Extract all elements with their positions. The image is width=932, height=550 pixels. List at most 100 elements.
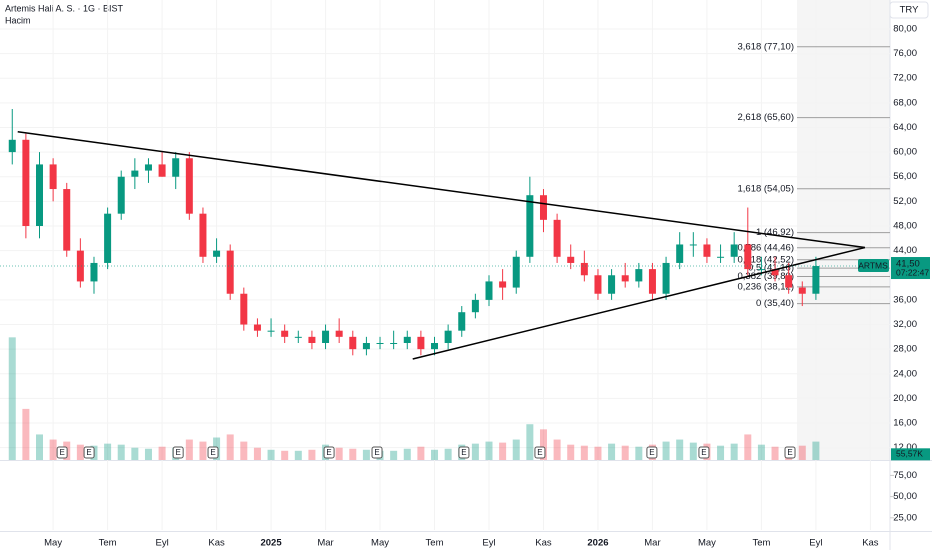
x-tick-label: Kas	[862, 538, 879, 549]
y-tick-label: 32,00	[893, 319, 917, 330]
volume-bar	[144, 448, 152, 460]
candle-body	[36, 164, 44, 226]
volume-bar	[444, 448, 452, 460]
candle-body	[213, 250, 221, 257]
candle-body	[526, 195, 534, 257]
volume-bar	[553, 439, 561, 460]
candle-body	[703, 244, 711, 257]
x-tick-label: Tem	[426, 538, 444, 549]
candle-body	[240, 293, 248, 325]
volume-title: Hacim	[5, 15, 31, 25]
volume-bar	[335, 447, 343, 460]
fib-label: 0,5 (41,16)	[748, 263, 794, 274]
event-label: E	[326, 448, 331, 457]
candle-body	[417, 336, 425, 350]
candle-body	[131, 170, 139, 177]
volume-bar	[294, 450, 302, 460]
fib-label: 0,236 (38,12)	[737, 281, 794, 292]
candle-body	[390, 342, 398, 344]
volume-bar	[22, 408, 30, 460]
chart-title: Artemis Hali A. S. · 1G · BIST	[5, 3, 124, 13]
y-tick-label: 28,00	[893, 344, 917, 355]
y-tick-label: 52,00	[893, 196, 917, 207]
x-tick-label: May	[371, 538, 389, 549]
volume-bar	[308, 449, 316, 460]
candle-body	[63, 189, 71, 251]
future-area	[797, 0, 890, 460]
volume-bar	[403, 448, 411, 460]
candle-body	[580, 262, 588, 276]
volume-bar	[185, 439, 193, 460]
currency-box[interactable]	[889, 1, 929, 19]
candle-body	[512, 256, 520, 288]
candle-body	[117, 176, 125, 214]
candle-body	[199, 213, 207, 257]
candle-body	[104, 213, 112, 263]
currency[interactable]: TRY	[900, 5, 919, 16]
symbol-tag	[858, 259, 889, 273]
candle-body	[676, 244, 684, 263]
volume-bar	[281, 450, 289, 460]
event-marker	[698, 446, 710, 459]
y-tick-label: 24,00	[893, 368, 917, 379]
volume-bar	[131, 447, 139, 460]
x-tick-label: Tem	[752, 538, 770, 549]
fib-label: 0,382 (39,80)	[737, 271, 794, 282]
candle-body	[308, 336, 316, 343]
volume-bar	[49, 439, 57, 460]
candle-body	[594, 275, 602, 294]
candle-body	[499, 281, 507, 288]
fib-label: 0 (35,40)	[756, 298, 794, 309]
candle-body	[539, 195, 547, 220]
volume-bar	[730, 443, 738, 460]
event-marker	[172, 446, 184, 459]
candle-body	[798, 287, 806, 294]
volume-bar	[76, 444, 84, 460]
y-tick-label: 76,00	[893, 48, 917, 59]
volume-bar	[417, 446, 425, 460]
candle-body	[444, 330, 452, 343]
event-marker	[534, 446, 546, 459]
candle-body	[635, 269, 643, 282]
volume-bar	[104, 443, 112, 460]
fib-label: 3,618 (77,10)	[737, 41, 794, 52]
y-tick-label: 80,00	[893, 23, 917, 34]
event-label: E	[86, 448, 91, 457]
event-label: E	[461, 448, 466, 457]
candle-body	[403, 336, 411, 343]
volume-bar	[526, 424, 534, 460]
volume-bar	[253, 447, 261, 460]
last-price-label: 41,50	[896, 259, 920, 270]
event-marker	[56, 446, 68, 459]
event-marker	[646, 446, 658, 459]
volume-bar	[362, 449, 370, 460]
candle-body	[431, 342, 439, 350]
volume-bar	[580, 445, 588, 460]
candle-body	[158, 164, 166, 177]
candle-body	[785, 275, 793, 288]
event-label: E	[175, 448, 180, 457]
volume-bar	[689, 442, 697, 460]
fib-label: 1 (46,92)	[756, 227, 794, 238]
event-label: E	[649, 448, 654, 457]
y2-tick-label: 75,00	[893, 470, 917, 481]
candle-body	[771, 269, 779, 276]
candle-body	[226, 250, 234, 294]
volume-bar	[621, 445, 629, 460]
volume-bar	[798, 445, 806, 460]
event-label: E	[787, 448, 792, 457]
candle-body	[49, 164, 57, 190]
candle-body	[281, 330, 289, 337]
x-tick-label: Eyl	[809, 538, 822, 549]
volume-bar	[226, 434, 234, 460]
x-tick-label: Mar	[317, 538, 333, 549]
x-tick-label: Kas	[208, 538, 225, 549]
y-tick-label: 56,00	[893, 171, 917, 182]
candle-body	[22, 139, 30, 226]
x-tick-label: Eyl	[155, 538, 168, 549]
candle-body	[458, 312, 466, 331]
event-label: E	[210, 448, 215, 457]
x-tick-label: Tem	[99, 538, 117, 549]
volume-bar	[512, 439, 520, 460]
